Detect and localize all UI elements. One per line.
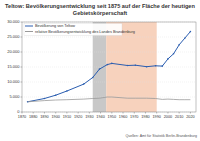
point <box>167 58 169 60</box>
y-tick-label: 25.000 <box>7 34 20 39</box>
x-tick-label: 1950 <box>108 115 116 119</box>
title: Teltow: Bevölkerungsentwicklung seit 187… <box>5 3 195 16</box>
legend: Bevölkerung von Teltow relative Bevölkeru… <box>24 24 135 36</box>
x-tick-label: 1960 <box>119 115 127 119</box>
x-tick-label: 1930 <box>85 115 93 119</box>
x-tick <box>66 112 67 114</box>
x-tick-label: 2010 <box>175 115 183 119</box>
y-tick <box>21 112 23 113</box>
data <box>27 31 191 103</box>
x-tick <box>156 112 157 114</box>
point <box>55 94 57 96</box>
x-tick <box>78 112 79 114</box>
series-line <box>28 32 191 102</box>
y-tick-label: 10.000 <box>7 79 20 84</box>
point <box>44 98 46 100</box>
y-tick <box>21 67 23 68</box>
legend-swatch <box>25 31 33 32</box>
grid-line <box>22 82 196 83</box>
chart: Teltow: Bevölkerungsentwicklung seit 187… <box>0 0 200 141</box>
legend-label: Bevölkerung von Teltow <box>35 24 75 28</box>
x-tick <box>89 112 90 114</box>
x-tick-label: 2000 <box>164 115 172 119</box>
x-tick-label: 1880 <box>29 115 37 119</box>
source: Quellen: Amt für Statistik Berlin-Brande… <box>125 134 197 138</box>
x-tick <box>179 112 180 114</box>
x-tick-label: 1890 <box>40 115 48 119</box>
x-tick <box>145 112 146 114</box>
x-tick <box>33 112 34 114</box>
point <box>99 68 101 70</box>
y-tick-label: 20.000 <box>7 49 20 54</box>
point <box>107 64 109 66</box>
point <box>83 83 85 85</box>
y-tick <box>21 37 23 38</box>
x-tick <box>190 112 191 114</box>
x-tick <box>123 112 124 114</box>
y-tick <box>21 22 23 23</box>
x-tick-label: 1940 <box>96 115 104 119</box>
point <box>127 65 129 67</box>
grid-line <box>22 52 196 53</box>
x-tick <box>44 112 45 114</box>
x-tick <box>134 112 135 114</box>
point <box>135 64 137 66</box>
series-line <box>28 97 191 102</box>
grid-line <box>22 37 196 38</box>
point <box>190 31 192 33</box>
x-tick <box>55 112 56 114</box>
legend-label: relative Bevölkerungsentwicklung des Lan… <box>35 30 135 34</box>
y-tick-label: 15.000 <box>7 64 20 69</box>
x-tick-label: 1980 <box>141 115 149 119</box>
point <box>162 65 164 67</box>
point <box>111 63 113 65</box>
y-tick <box>21 82 23 83</box>
x-tick-label: 1910 <box>63 115 71 119</box>
background <box>0 0 200 141</box>
x-tick-label: 2020 <box>186 115 194 119</box>
point <box>184 37 186 39</box>
y-tick-label: 5.000 <box>9 94 20 99</box>
x-tick-label: 1870 <box>18 115 26 119</box>
x-tick-label: 1990 <box>152 115 160 119</box>
x-tick <box>111 112 112 114</box>
x-tick <box>167 112 168 114</box>
point <box>92 77 94 79</box>
x-tick-label: 1920 <box>74 115 82 119</box>
x-tick-label: 1970 <box>130 115 138 119</box>
point <box>173 53 175 55</box>
title-line: Teltow: Bevölkerungsentwicklung seit 187… <box>5 3 195 9</box>
x-tick <box>100 112 101 114</box>
title-line: Gebietskörperschaft <box>73 10 128 16</box>
point <box>155 65 157 67</box>
point <box>178 44 180 46</box>
x-tick-label: 1900 <box>51 115 59 119</box>
y-tick <box>21 97 23 98</box>
point <box>66 90 68 92</box>
grid-line <box>22 67 196 68</box>
y-tick <box>21 52 23 53</box>
y-tick-label: 30.000 <box>7 19 20 24</box>
legend-swatch <box>25 26 33 27</box>
point <box>146 66 148 68</box>
x-tick <box>22 112 23 114</box>
plot-frame <box>22 22 196 112</box>
